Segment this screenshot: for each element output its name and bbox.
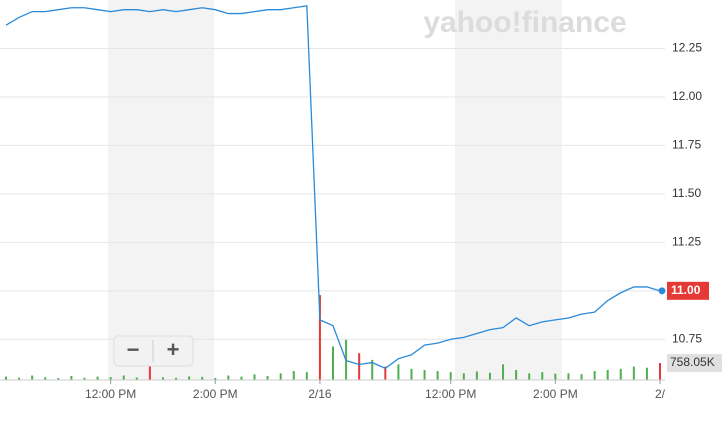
volume-bar [135, 377, 138, 380]
volume-bar [488, 372, 491, 380]
x-tick-label: 2/ [655, 387, 666, 401]
volume-bar [292, 371, 295, 380]
volume-bar [201, 376, 204, 380]
volume-bar [57, 377, 60, 380]
volume-bar [659, 363, 661, 380]
volume-bar [449, 372, 452, 380]
volume-bar [593, 371, 596, 380]
volume-bar [318, 295, 321, 380]
volume-bar [410, 368, 413, 380]
volume-bar [31, 375, 34, 380]
volume-bar [384, 366, 387, 380]
volume-bar [541, 372, 544, 380]
last-dot [658, 287, 666, 295]
volume-bar [645, 367, 648, 380]
volume-bar [305, 372, 308, 380]
x-tick-label: 2/16 [308, 387, 332, 401]
volume-bar [240, 376, 243, 380]
volume-bar [371, 359, 374, 380]
volume-bar [44, 377, 47, 380]
x-tick-label: 2:00 PM [533, 387, 578, 401]
zoom-out[interactable]: − [127, 337, 140, 362]
last-price-box [667, 281, 709, 300]
volume-bar [266, 375, 269, 380]
session-band [108, 0, 214, 380]
volume-bar [227, 375, 230, 380]
last-price-label: 11.00 [671, 283, 701, 297]
session-band [455, 0, 562, 380]
volume-bar [554, 373, 557, 380]
volume-bar [161, 377, 164, 380]
volume-bar [358, 353, 361, 380]
volume-bar [83, 377, 86, 380]
volume-bar [567, 373, 570, 380]
volume-bar [502, 364, 505, 380]
volume-bar [332, 346, 334, 380]
volume-bar [188, 376, 191, 380]
volume-bar [96, 376, 99, 380]
volume-label-box [667, 354, 722, 373]
volume-bar [253, 374, 256, 380]
volume-label: 758.05K [670, 355, 715, 369]
volume-bar [175, 377, 178, 380]
y-tick-label: 12.00 [672, 89, 702, 103]
y-tick-label: 11.75 [672, 138, 701, 152]
volume-bar [515, 369, 518, 380]
volume-bar [423, 369, 426, 380]
x-tick-label: 12:00 PM [425, 387, 476, 401]
x-tick-label: 2:00 PM [193, 387, 238, 401]
zoom-in[interactable]: + [167, 337, 180, 362]
volume-bar [462, 373, 465, 380]
volume-bar [18, 377, 21, 380]
volume-bar [475, 371, 478, 380]
volume-bar [70, 375, 73, 380]
volume-bar [5, 376, 7, 380]
volume-bar [397, 364, 400, 380]
watermark: yahoo!finance [423, 6, 626, 39]
volume-bar [606, 369, 609, 380]
volume-bar [109, 377, 112, 380]
volume-bar [279, 373, 282, 380]
volume-bar [580, 374, 583, 380]
volume-bar [148, 359, 151, 380]
volume-bar [436, 371, 439, 380]
y-tick-label: 11.50 [672, 186, 701, 200]
x-tick-label: 12:00 PM [85, 387, 136, 401]
volume-bar [528, 373, 531, 380]
zoom-controls: − + [113, 335, 194, 367]
volume-bar [122, 375, 125, 380]
volume-bar [214, 377, 217, 380]
volume-bar [632, 366, 635, 380]
price-line [5, 5, 661, 370]
volume-bar [619, 368, 622, 380]
y-tick-label: 11.25 [672, 235, 701, 249]
y-tick-label: 12.25 [672, 41, 702, 55]
y-tick-label: 10.75 [672, 331, 702, 345]
